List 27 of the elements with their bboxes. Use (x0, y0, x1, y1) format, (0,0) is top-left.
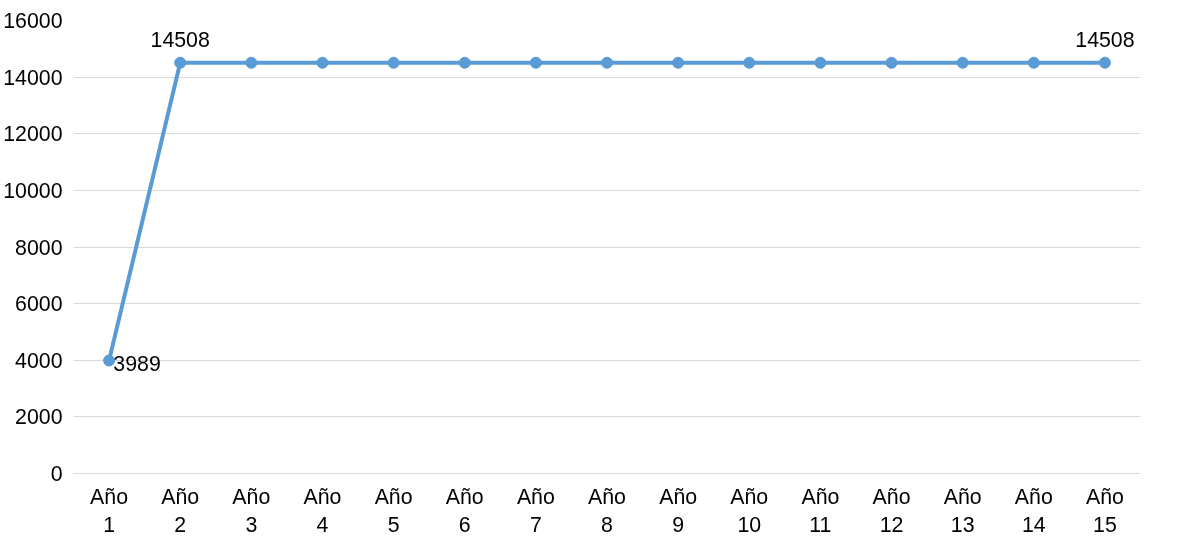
y-tick-label: 4000 (15, 348, 63, 373)
x-tick-label: Año 13 (943, 484, 982, 538)
x-tick-label: Año 6 (445, 484, 484, 538)
x-tick-label: Año 7 (516, 484, 555, 538)
data-label: 14508 (150, 27, 210, 52)
x-tick-label: Año 1 (90, 484, 129, 538)
y-tick-label: 0 (50, 462, 63, 486)
y-tick-label: 10000 (3, 178, 63, 203)
x-tick-label: Año 11 (801, 484, 840, 538)
y-tick-label: 12000 (3, 122, 63, 147)
y-tick-label: 2000 (15, 405, 63, 430)
x-tick-label: Año 3 (232, 484, 271, 538)
x-tick-label: Año 8 (588, 484, 626, 538)
x-tick-label: Año 14 (1014, 484, 1053, 538)
x-tick-label: Año 2 (161, 484, 200, 538)
x-tick-label: Año 9 (659, 484, 698, 538)
x-tick-label: Año 4 (303, 484, 342, 538)
data-label: 3989 (113, 351, 161, 376)
x-tick-label: Año 15 (1085, 484, 1124, 538)
y-tick-label: 16000 (3, 9, 63, 33)
y-tick-label: 6000 (15, 292, 63, 317)
y-tick-label: 8000 (15, 235, 63, 260)
x-tick-label: Año 10 (730, 484, 769, 538)
data-label: 14508 (1075, 27, 1135, 52)
x-tick-label: Año 5 (374, 484, 413, 538)
x-tick-label: Año 12 (872, 484, 911, 538)
y-tick-label: 14000 (3, 65, 63, 90)
